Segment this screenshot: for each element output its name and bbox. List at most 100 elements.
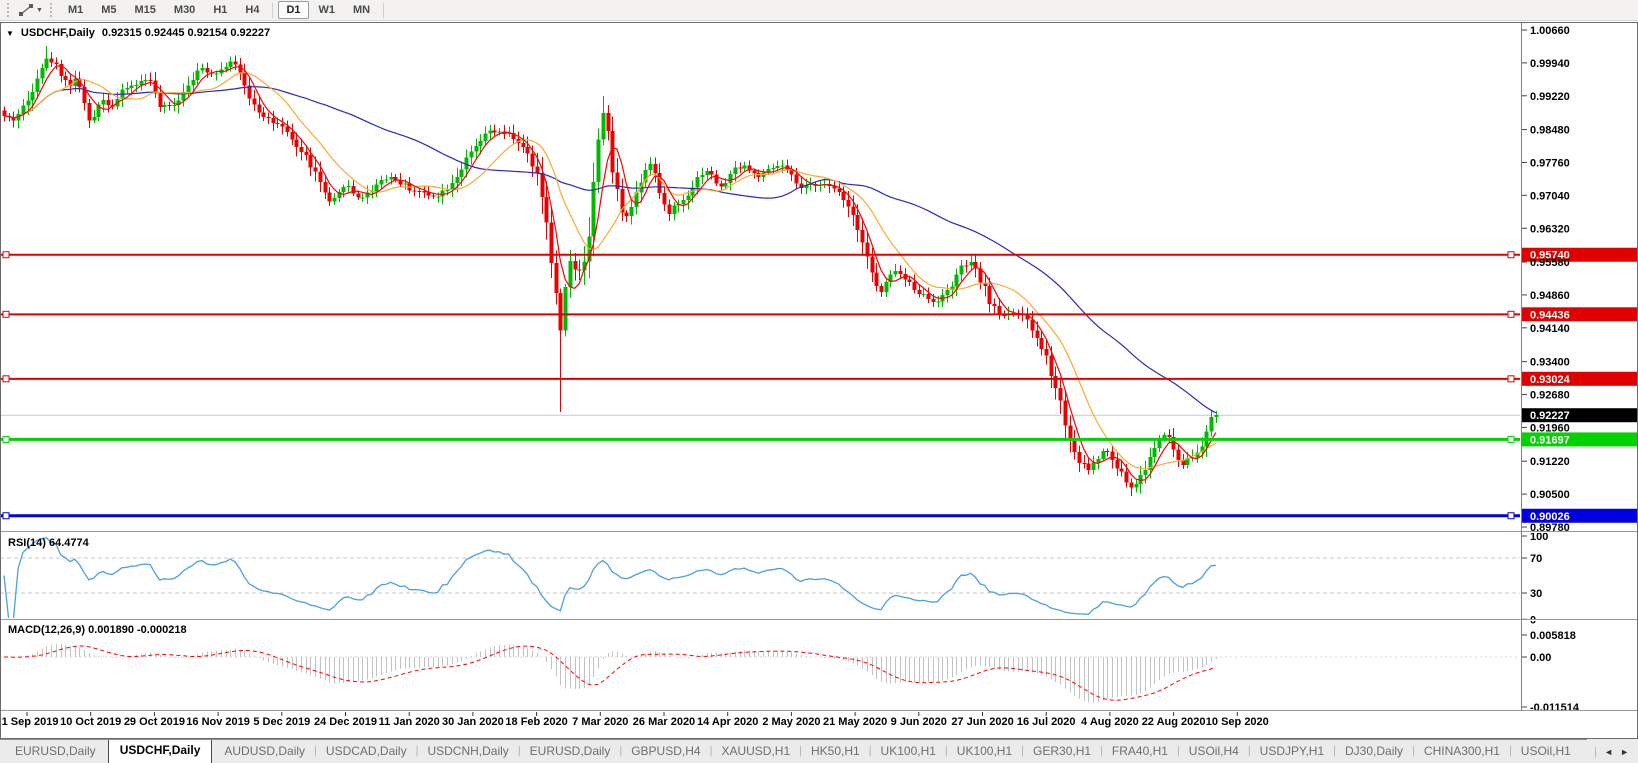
tab-separator: | (517, 745, 521, 757)
tab-11-ger30-h1[interactable]: GER30,H1 (1033, 744, 1092, 758)
date-label: 18 Feb 2020 (505, 716, 567, 728)
timeframe-button-m15[interactable]: M15 (127, 1, 164, 19)
date-label: 16 Nov 2019 (186, 716, 250, 728)
candlestick-series (2, 45, 1219, 496)
tab-4-usdcnh-daily[interactable]: USDCNH,Daily (427, 744, 509, 758)
tab-separator: | (868, 745, 872, 757)
ma-line-50 (3, 86, 1217, 414)
price-tick-label: 0.99940 (1530, 58, 1570, 70)
timeframe-button-h1[interactable]: H1 (205, 1, 235, 19)
tab-1-usdchf-daily[interactable]: USDCHF,Daily (107, 740, 213, 763)
macd-axis-label: -0.011514 (1530, 702, 1580, 714)
trendline-tool-icon (19, 3, 33, 16)
tab-separator: | (314, 745, 317, 757)
date-label: 10 Oct 2019 (60, 716, 121, 728)
tab-separator: | (1247, 745, 1251, 757)
line-handle[interactable] (1507, 435, 1515, 443)
chart-canvas[interactable]: 0.95740 0.94436 0.93024 0.91697 0.90026 0.922… (0, 22, 1638, 739)
timeframe-button-w1[interactable]: W1 (311, 1, 344, 19)
line-handle[interactable] (1507, 512, 1515, 520)
line-handle[interactable] (2, 512, 10, 520)
tab-5-eurusd-daily[interactable]: EURUSD,Daily (529, 744, 611, 758)
symbol-tab-bar: EURUSD,Daily USDCHF,Daily AUDUSD,Daily | USD… (0, 739, 1638, 763)
timeframe-button-mn[interactable]: MN (345, 1, 378, 19)
tab-separator: | (1176, 745, 1180, 757)
tab-9-uk100-h1[interactable]: UK100,H1 (880, 744, 936, 758)
price-tick-label: 0.92680 (1530, 390, 1570, 402)
tab-2-audusd-daily[interactable]: AUDUSD,Daily (224, 744, 306, 758)
price-tick-label: 1.00660 (1530, 25, 1570, 37)
line-handle[interactable] (2, 435, 10, 443)
tab-0-eurusd-daily[interactable]: EURUSD,Daily (15, 744, 96, 758)
price-tick-label: 0.91960 (1530, 422, 1570, 434)
tab-scroll-controls: | ◄ ► (1587, 739, 1638, 763)
date-label: 5 Dec 2019 (253, 716, 310, 728)
trendline-tool-button[interactable]: ▼ (16, 3, 46, 18)
tab-separator: | (944, 745, 948, 757)
line-handle[interactable] (2, 251, 10, 259)
date-label: 11 Jan 2020 (379, 716, 440, 728)
date-label: 10 Sep 2020 (1206, 716, 1269, 728)
date-label: 21 Sep 2019 (0, 716, 59, 728)
price-label-chip (1522, 247, 1638, 262)
macd-axis-label: 0.005818 (1530, 630, 1576, 642)
timeframe-button-group: M1 M5 M15 M30 H1 H4 D1 W1 MN (59, 1, 388, 19)
tab-12-fra40-h1[interactable]: FRA40,H1 (1111, 744, 1168, 758)
tab-separator: | (799, 745, 802, 757)
tab-3-usdcad-daily[interactable]: USDCAD,Daily (325, 744, 407, 758)
tab-scroll-right-icon[interactable]: ► (1620, 746, 1629, 757)
line-handle[interactable] (1507, 251, 1515, 259)
ma-line-5 (3, 65, 1217, 481)
timeframe-button-m30[interactable]: M30 (166, 1, 203, 19)
macd-histogram (9, 643, 1217, 703)
tab-13-usoil-h4[interactable]: USOil,H4 (1188, 744, 1239, 758)
tab-separator: | (1594, 745, 1598, 758)
timeframe-button-m5[interactable]: M5 (93, 1, 124, 19)
timeframe-button-d1[interactable]: D1 (278, 1, 309, 19)
tab-8-hk50-h1[interactable]: HK50,H1 (810, 744, 860, 758)
price-tick-label: 0.91220 (1530, 456, 1570, 468)
date-label: 29 Oct 2019 (124, 716, 185, 728)
chevron-down-icon[interactable]: ▼ (36, 6, 43, 14)
price-tick-label: 0.94140 (1530, 323, 1570, 335)
price-tick-label: 0.95580 (1530, 257, 1570, 269)
tab-scroll-left-icon[interactable]: ◄ (1604, 746, 1614, 757)
current-price-chip (1522, 408, 1638, 423)
price-label-text: 0.94436 (1530, 309, 1570, 321)
price-tick-label: 0.94860 (1530, 290, 1570, 302)
current-price-text: 0.92227 (1530, 410, 1570, 422)
date-label: 30 Jan 2020 (442, 716, 504, 728)
tab-15-dj30-daily[interactable]: DJ30,Daily (1345, 744, 1404, 758)
toolbar-separator (383, 2, 385, 18)
line-handle[interactable] (1507, 310, 1515, 318)
timeframe-button-m1[interactable]: M1 (60, 1, 91, 19)
tab-separator: | (1333, 745, 1337, 757)
rsi-axis-label: 70 (1530, 553, 1542, 565)
price-tick-label: 0.97040 (1530, 190, 1570, 202)
date-label: 4 Aug 2020 (1081, 716, 1139, 728)
tab-6-gbpusd-h4[interactable]: GBPUSD,H4 (631, 744, 701, 758)
toolbar-grip[interactable] (7, 3, 12, 17)
tab-17-usoil-h1[interactable]: USOil,H1 (1520, 744, 1571, 758)
line-handle[interactable] (2, 310, 10, 318)
line-handle[interactable] (2, 375, 10, 383)
date-label: 2 May 2020 (762, 716, 820, 728)
tab-14-usdjpy-h1[interactable]: USDJPY,H1 (1259, 744, 1325, 758)
tab-separator: | (619, 745, 623, 757)
date-label: 7 Mar 2020 (572, 716, 628, 728)
line-handle[interactable] (1507, 375, 1515, 383)
price-label-text: 0.95740 (1530, 250, 1570, 262)
tab-16-china300-h1[interactable]: CHINA300,H1 (1423, 744, 1500, 758)
tab-10-uk100-h1[interactable]: UK100,H1 (956, 744, 1013, 758)
timeframe-button-h4[interactable]: H4 (237, 1, 267, 19)
date-label: 9 Jun 2020 (891, 716, 947, 728)
ma-line-13 (3, 71, 1217, 470)
price-label-chip (1522, 307, 1638, 322)
moving-average-lines (3, 65, 1217, 481)
tab-separator: | (709, 745, 713, 757)
price-tick-label: 0.97760 (1530, 157, 1570, 169)
tab-separator: | (1100, 745, 1103, 757)
tab-7-xauusd-h1[interactable]: XAUUSD,H1 (721, 744, 791, 758)
toolbar-grip[interactable] (49, 3, 55, 17)
rsi-line (3, 537, 1216, 618)
